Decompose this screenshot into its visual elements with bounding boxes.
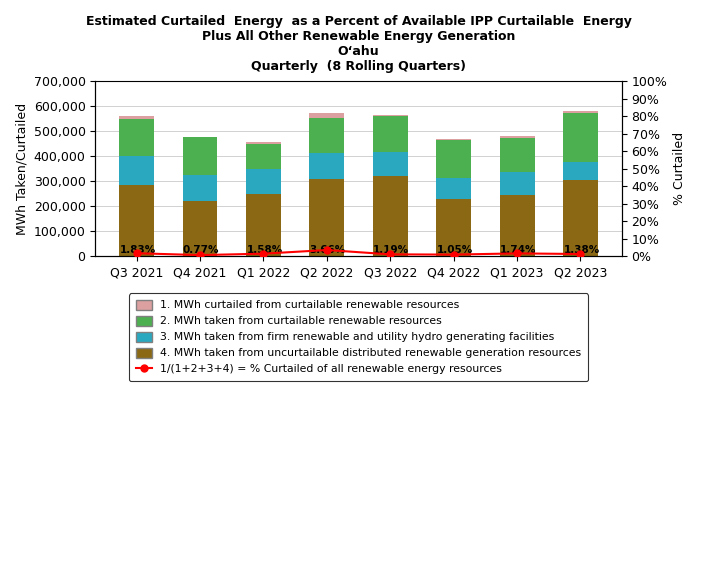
Bar [309, 112, 344, 118]
Text: 1.19%: 1.19% [373, 245, 409, 255]
Bar [119, 116, 154, 119]
Bar [309, 118, 344, 153]
Bar [500, 172, 534, 195]
Y-axis label: % Curtailed: % Curtailed [673, 132, 686, 206]
Bar [500, 136, 534, 139]
Legend: 1. MWh curtailed from curtailable renewable resources, 2. MWh taken from curtail: 1. MWh curtailed from curtailable renewa… [129, 294, 588, 381]
Bar [563, 114, 598, 162]
Text: 1.38%: 1.38% [564, 245, 599, 255]
Title: Estimated Curtailed  Energy  as a Percent of Available IPP Curtailable  Energy
P: Estimated Curtailed Energy as a Percent … [86, 15, 632, 73]
Bar [246, 143, 281, 144]
Text: 3.66%: 3.66% [310, 245, 346, 255]
Y-axis label: MWh Taken/Curtailed: MWh Taken/Curtailed [15, 103, 28, 235]
Text: 0.77%: 0.77% [183, 245, 219, 255]
Bar [183, 174, 217, 201]
Bar [500, 139, 534, 172]
Bar [309, 179, 344, 256]
Bar [119, 156, 154, 185]
Bar [119, 119, 154, 156]
Bar [183, 137, 217, 174]
Bar [373, 116, 408, 152]
Text: 1.58%: 1.58% [246, 245, 283, 255]
Bar [436, 139, 471, 140]
Bar [373, 152, 408, 176]
Bar [436, 199, 471, 256]
Bar [183, 136, 217, 137]
Text: 1.74%: 1.74% [500, 245, 536, 255]
Bar [436, 140, 471, 178]
Bar [436, 178, 471, 199]
Bar [183, 201, 217, 256]
Bar [373, 176, 408, 256]
Bar [119, 185, 154, 256]
Bar [246, 194, 281, 256]
Bar [563, 162, 598, 180]
Bar [373, 115, 408, 116]
Bar [563, 180, 598, 256]
Bar [563, 111, 598, 114]
Bar [500, 195, 534, 256]
Bar [309, 153, 344, 179]
Text: 1.05%: 1.05% [437, 245, 472, 255]
Bar [246, 144, 281, 169]
Bar [246, 169, 281, 194]
Text: 1.83%: 1.83% [120, 245, 156, 255]
